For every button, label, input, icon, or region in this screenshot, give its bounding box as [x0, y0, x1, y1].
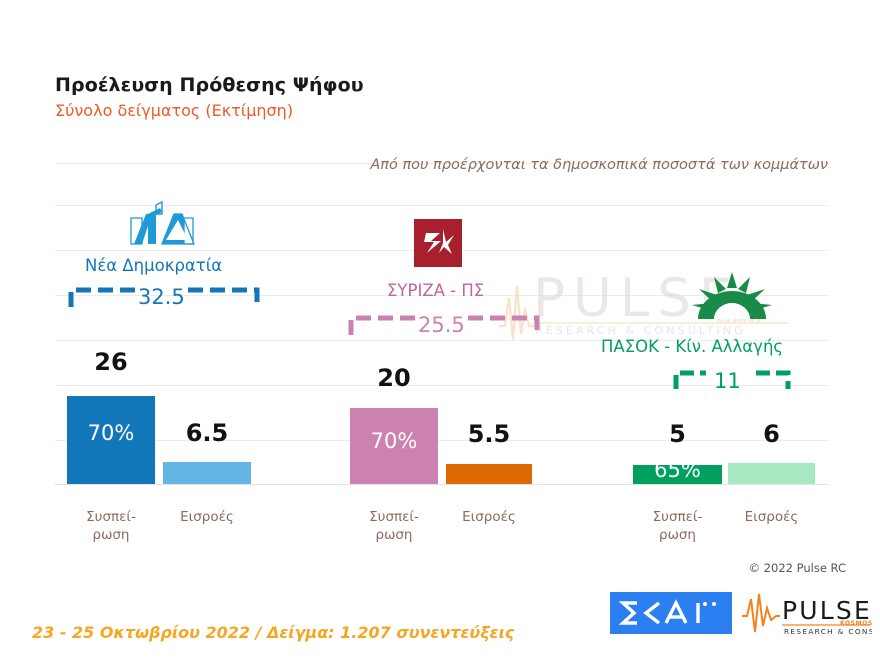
party-name-syriza: ΣΥΡΙΖΑ - ΠΣ: [387, 281, 485, 300]
chart-baseline: [55, 484, 828, 485]
bar-syriza-eisroes[interactable]: [446, 464, 532, 484]
svg-text:RESEARCH & CONSULTING: RESEARCH & CONSULTING: [784, 627, 872, 636]
gridline: [55, 163, 828, 164]
bar-pasok-eisroes[interactable]: [728, 463, 815, 484]
gridline: [55, 295, 828, 296]
chart-annotation: Από που προέρχονται τα δημοσκοπικά ποσοσ…: [370, 157, 828, 173]
bar-value-syriza-eisroes: 5.5: [467, 420, 511, 448]
chart-subtitle: Σύνολο δείγματος (Εκτίμηση): [55, 101, 294, 120]
pulse-logo: PULSE KOSMOS RESEARCH & CONSULTING: [740, 592, 880, 638]
bar-category-nd-syspeirosi: Συσπεί- ρωση: [67, 508, 155, 544]
bar-value-pasok-syspeirosi: 5: [669, 420, 686, 448]
syriza-logo-icon: [414, 219, 462, 267]
bar-category-syriza-eisroes: Εισροές: [462, 509, 516, 525]
bar-pasok-syspeirosi[interactable]: [633, 465, 722, 484]
gridline: [55, 385, 828, 386]
bar-value-syriza-syspeirosi: 20: [377, 364, 411, 392]
svg-text:KOSMOS: KOSMOS: [840, 620, 872, 627]
bar-pct-syriza-syspeirosi: 70%: [370, 429, 418, 453]
bar-pct-pasok-syspeirosi: 65%: [654, 458, 701, 482]
nd-logo-icon: [130, 200, 195, 245]
svg-text:PULSE: PULSE: [782, 596, 872, 625]
gridline: [55, 205, 828, 206]
copyright-text: © 2022 Pulse RC: [748, 561, 846, 575]
skai-logo-icon: [610, 592, 732, 634]
pasok-sun-logo-icon: [692, 272, 772, 319]
bar-category-syriza-syspeirosi: Συσπεί- ρωση: [350, 508, 438, 544]
bar-nd-syspeirosi[interactable]: [67, 396, 155, 484]
skai-logo: [610, 592, 732, 634]
bar-category-line1: Συσπεί-: [652, 509, 703, 525]
gridline: [55, 440, 828, 441]
total-value-pasok: 11: [714, 369, 741, 393]
page-title: Προέλευση Πρόθεσης Ψήφου: [55, 74, 364, 96]
total-value-nd: 32.5: [138, 285, 185, 309]
bar-category-pasok-eisroes: Εισροές: [744, 509, 799, 525]
bar-syriza-syspeirosi[interactable]: [350, 408, 438, 484]
bar-category-nd-eisroes: Εισροές: [180, 509, 234, 525]
party-name-pasok: ΠΑΣΟΚ - Κίν. Αλλαγής: [601, 337, 784, 356]
bar-category-pasok-syspeirosi: Συσπεί- ρωση: [633, 508, 722, 544]
chart-header: Προέλευση Πρόθεσης Ψήφου Σύνολο δείγματο…: [55, 74, 364, 120]
bar-category-line2: ρωση: [659, 527, 696, 544]
bar-category-line1: Συσπεί-: [86, 509, 136, 525]
bar-category-line2: ρωση: [92, 527, 130, 544]
bar-category-line2: ρωση: [375, 527, 413, 544]
bar-pct-nd-syspeirosi: 70%: [87, 421, 135, 445]
bar-nd-eisroes[interactable]: [163, 462, 251, 484]
total-value-syriza: 25.5: [418, 313, 465, 337]
party-name-nd: Νέα Δημοκρατία: [85, 256, 223, 275]
pulse-logo-icon: PULSE KOSMOS RESEARCH & CONSULTING: [742, 593, 880, 636]
bar-value-pasok-eisroes: 6: [763, 420, 780, 448]
bar-value-nd-syspeirosi: 26: [94, 348, 128, 376]
bar-value-nd-eisroes: 6.5: [185, 419, 229, 447]
bar-category-line1: Συσπεί-: [369, 509, 419, 525]
total-bracket-nd: [68, 287, 260, 307]
total-bracket-pasok: [673, 370, 791, 389]
footer-date-sample: 23 - 25 Οκτωβρίου 2022 / Δείγμα: 1.207 σ…: [32, 623, 515, 642]
total-bracket-syriza: [348, 315, 540, 335]
gridline: [55, 340, 828, 341]
